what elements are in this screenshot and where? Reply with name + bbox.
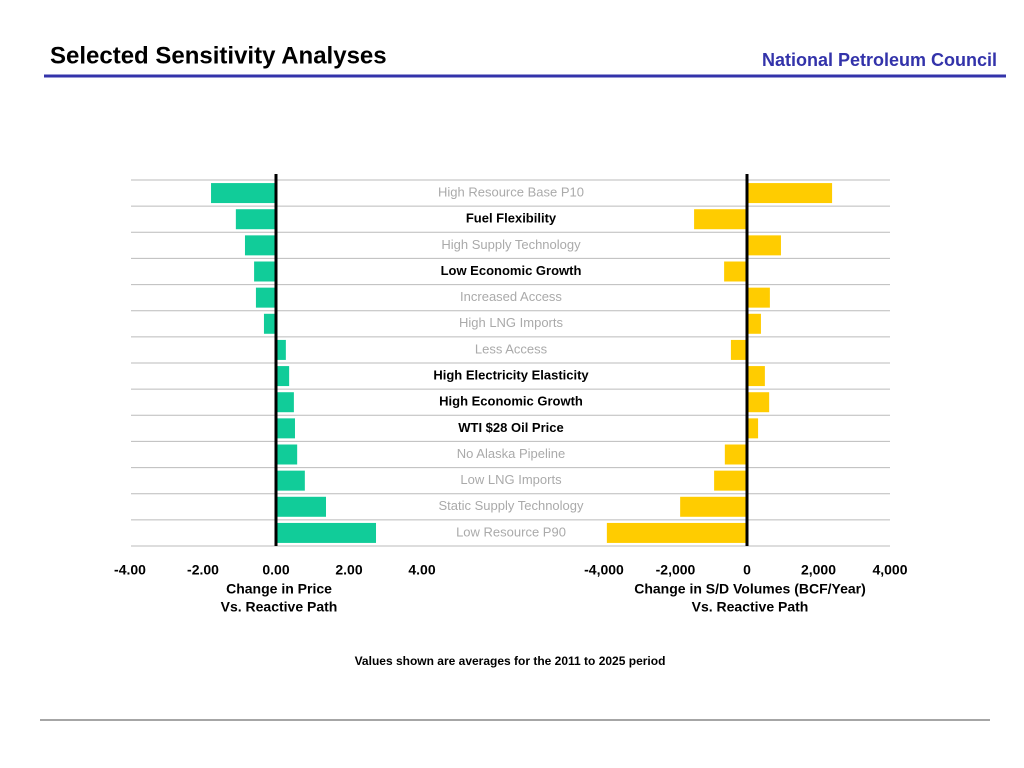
bar [276,339,286,360]
x-axis-label: Change in S/D Volumes (BCF/Year) [634,581,866,597]
category-label: Low LNG Imports [460,472,562,487]
bar [680,496,747,517]
bar [747,366,765,387]
footnote: Values shown are averages for the 2011 t… [355,654,666,668]
x-tick-label: 0 [743,562,751,578]
category-label: High Supply Technology [441,237,581,252]
bar [255,287,276,308]
category-label: Low Economic Growth [441,263,582,278]
x-tick-label: 4.00 [408,562,435,578]
bar [263,313,276,334]
category-label: Less Access [475,341,548,356]
bar [276,470,305,491]
slide-title: Selected Sensitivity Analyses [50,42,387,69]
bar [244,235,276,256]
bar [747,313,761,334]
category-label: WTI $28 Oil Price [458,420,564,435]
x-tick-label: -4.00 [114,562,146,578]
x-tick-label: 2.00 [335,562,362,578]
bar [747,183,833,204]
bar [724,444,747,465]
bar [211,183,276,204]
bar [724,261,747,282]
bar [254,261,276,282]
bar [276,444,298,465]
x-tick-label: 4,000 [872,562,907,578]
x-tick-label: 2,000 [801,562,836,578]
category-label: High LNG Imports [459,315,564,330]
category-label: High Resource Base P10 [438,185,584,200]
x-axis-label: Change in Price [226,581,332,597]
bar [747,392,770,413]
bar [276,418,295,439]
x-tick-label: -2.00 [187,562,219,578]
bar [276,366,290,387]
category-label: High Electricity Elasticity [433,368,589,383]
bar [276,392,294,413]
bar [694,209,747,230]
bar [276,522,377,543]
organization: National Petroleum Council [762,50,997,70]
bar [747,418,759,439]
x-tick-label: -4,000 [584,562,624,578]
bar [714,470,747,491]
category-label: No Alaska Pipeline [457,446,565,461]
category-label: Low Resource P90 [456,524,566,539]
x-axis-label: Vs. Reactive Path [692,599,809,615]
category-label: Increased Access [460,289,562,304]
bar [606,522,747,543]
x-tick-label: -2,000 [656,562,696,578]
category-label: Fuel Flexibility [466,211,557,226]
x-tick-label: 0.00 [262,562,289,578]
bar [730,339,747,360]
category-label: High Economic Growth [439,394,583,409]
bar [747,235,781,256]
bar [276,496,327,517]
bar [747,287,770,308]
bar [235,209,276,230]
category-label: Static Supply Technology [438,498,584,513]
x-axis-label: Vs. Reactive Path [221,599,338,615]
